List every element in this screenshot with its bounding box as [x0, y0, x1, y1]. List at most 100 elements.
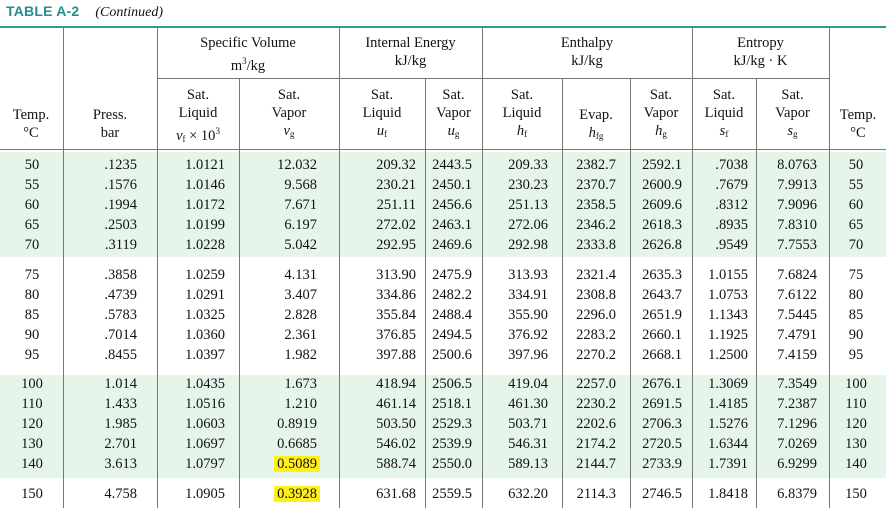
table-cell: 397.88: [376, 346, 416, 363]
table-label: TABLE A-2: [6, 3, 80, 19]
table-cell: 6.197: [284, 217, 317, 234]
table-cell: 2114.3: [576, 485, 616, 502]
table-cell: 1.0753: [708, 286, 748, 303]
table-cell: .5783: [104, 306, 137, 323]
table-cell: 140: [21, 456, 43, 473]
table-cell: 55: [848, 177, 864, 194]
table-cell: 4.131: [284, 266, 317, 283]
table-cell: 1.5276: [708, 416, 748, 433]
table-cell: 376.85: [376, 326, 416, 343]
group-enthalpy: Enthalpy kJ/kg: [560, 35, 614, 69]
table-cell: 70: [848, 237, 864, 254]
table-cell: 2618.3: [642, 217, 682, 234]
table-row: 65 .2503 1.0199 6.197 272.02 2463.1 272.06 2346…: [0, 215, 886, 235]
table-cell: 7.671: [284, 197, 317, 214]
table-cell: 313.90: [376, 266, 416, 283]
table-cell: 2469.6: [432, 237, 472, 254]
column-divider: [692, 28, 693, 508]
continued-label: (Continued): [95, 5, 164, 20]
table-cell: 75: [848, 266, 864, 283]
subcolumn-divider: [562, 78, 563, 508]
table-cell: 2.361: [284, 326, 317, 343]
header-sf: Sat. Liquid sf: [704, 87, 744, 139]
table-cell: 130: [845, 436, 867, 453]
table-cell: 55: [24, 177, 40, 194]
table-cell: .8935: [715, 217, 748, 234]
table-cell: 2321.4: [576, 266, 616, 283]
table-row: 60 .1994 1.0172 7.671 251.11 2456.6 251.13 2358…: [0, 195, 886, 215]
table-cell: 7.6122: [777, 286, 817, 303]
header-temp-right: Temp. °C: [839, 107, 877, 141]
table-cell: 2358.5: [576, 197, 616, 214]
table-cell: 100: [845, 376, 867, 392]
table-cell: 140: [845, 456, 867, 473]
table-row: 55 .1576 1.0146 9.568 230.21 2450.1 230.23 2370…: [0, 175, 886, 195]
table-cell: 2691.5: [642, 396, 682, 413]
table-cell: 2609.6: [642, 197, 682, 214]
table-cell: 1.0603: [185, 416, 225, 433]
highlighted-value: 0.3928: [274, 485, 320, 502]
table-cell: 85: [848, 306, 864, 323]
table-cell: 1.014: [104, 376, 137, 392]
table-cell: 130: [21, 436, 43, 453]
table-cell: 251.13: [508, 197, 548, 214]
table-cell: 7.9096: [777, 197, 817, 214]
header-uf: Sat. Liquid uf: [362, 87, 402, 139]
table-cell: 2.828: [284, 306, 317, 323]
table-cell: 313.93: [508, 266, 548, 283]
table-row: 70 .3119 1.0228 5.042 292.95 2469.6 292.98 2333…: [0, 235, 886, 255]
table-row: 140 3.613 1.0797 0.5089 588.74 2550.0 589.13 21…: [0, 454, 886, 474]
table-cell: .9549: [715, 237, 748, 254]
table-cell: .3119: [104, 237, 137, 254]
table-cell: 334.91: [508, 286, 548, 303]
table-cell: 1.982: [284, 346, 317, 363]
table-cell: 355.84: [376, 306, 416, 323]
table-cell: .8312: [715, 197, 748, 214]
table-cell: 7.8310: [777, 217, 817, 234]
table-cell: 85: [24, 306, 40, 323]
table-cell: 546.31: [508, 436, 548, 453]
table-cell: 1.985: [104, 416, 137, 433]
table-cell: 1.6344: [708, 436, 748, 453]
table-cell: .1235: [104, 157, 137, 173]
table-cell: 2518.1: [432, 396, 472, 413]
table-cell: 3.407: [284, 286, 317, 303]
table-row: 90 .7014 1.0360 2.361 376.85 2494.5 376.92 2283…: [0, 325, 886, 345]
table-cell: .4739: [104, 286, 137, 303]
table-header: TABLE A-2 (Continued): [6, 3, 163, 23]
table-cell: 60: [24, 197, 40, 214]
table-cell: 1.4185: [708, 396, 748, 413]
table-cell: 7.0269: [777, 436, 817, 453]
header-vg: Sat. Vapor vg: [271, 87, 307, 139]
subcolumn-divider: [425, 78, 426, 508]
table-cell: 150: [845, 485, 867, 502]
table-cell: 2174.2: [576, 436, 616, 453]
table-cell: 7.6824: [777, 266, 817, 283]
table-cell: 2202.6: [576, 416, 616, 433]
table-cell: 632.20: [508, 485, 548, 502]
table-cell: 2.701: [104, 436, 137, 453]
table-cell: 2592.1: [642, 157, 682, 173]
table-cell: 1.2500: [708, 346, 748, 363]
table-cell: 503.71: [508, 416, 548, 433]
table-cell: 334.86: [376, 286, 416, 303]
table-cell: 2660.1: [642, 326, 682, 343]
top-rule: [0, 26, 886, 28]
table-cell: 209.32: [376, 157, 416, 173]
table-cell: 2676.1: [642, 376, 682, 392]
table-cell: 2456.6: [432, 197, 472, 214]
table-cell: 251.11: [376, 197, 416, 214]
table-cell: 2600.9: [642, 177, 682, 194]
table-cell: 9.568: [284, 177, 317, 194]
table-cell: 2733.9: [642, 456, 682, 473]
table-cell: 7.4159: [777, 346, 817, 363]
column-divider: [157, 28, 158, 508]
table-cell: 3.613: [104, 456, 137, 473]
table-cell: 75: [24, 266, 40, 283]
table-cell: 1.0516: [185, 396, 225, 413]
table-cell: .3858: [104, 266, 137, 283]
table-cell: 1.0146: [185, 177, 225, 194]
table-cell: 2482.2: [432, 286, 472, 303]
table-cell: 2443.5: [432, 157, 472, 173]
table-cell: 60: [848, 197, 864, 214]
